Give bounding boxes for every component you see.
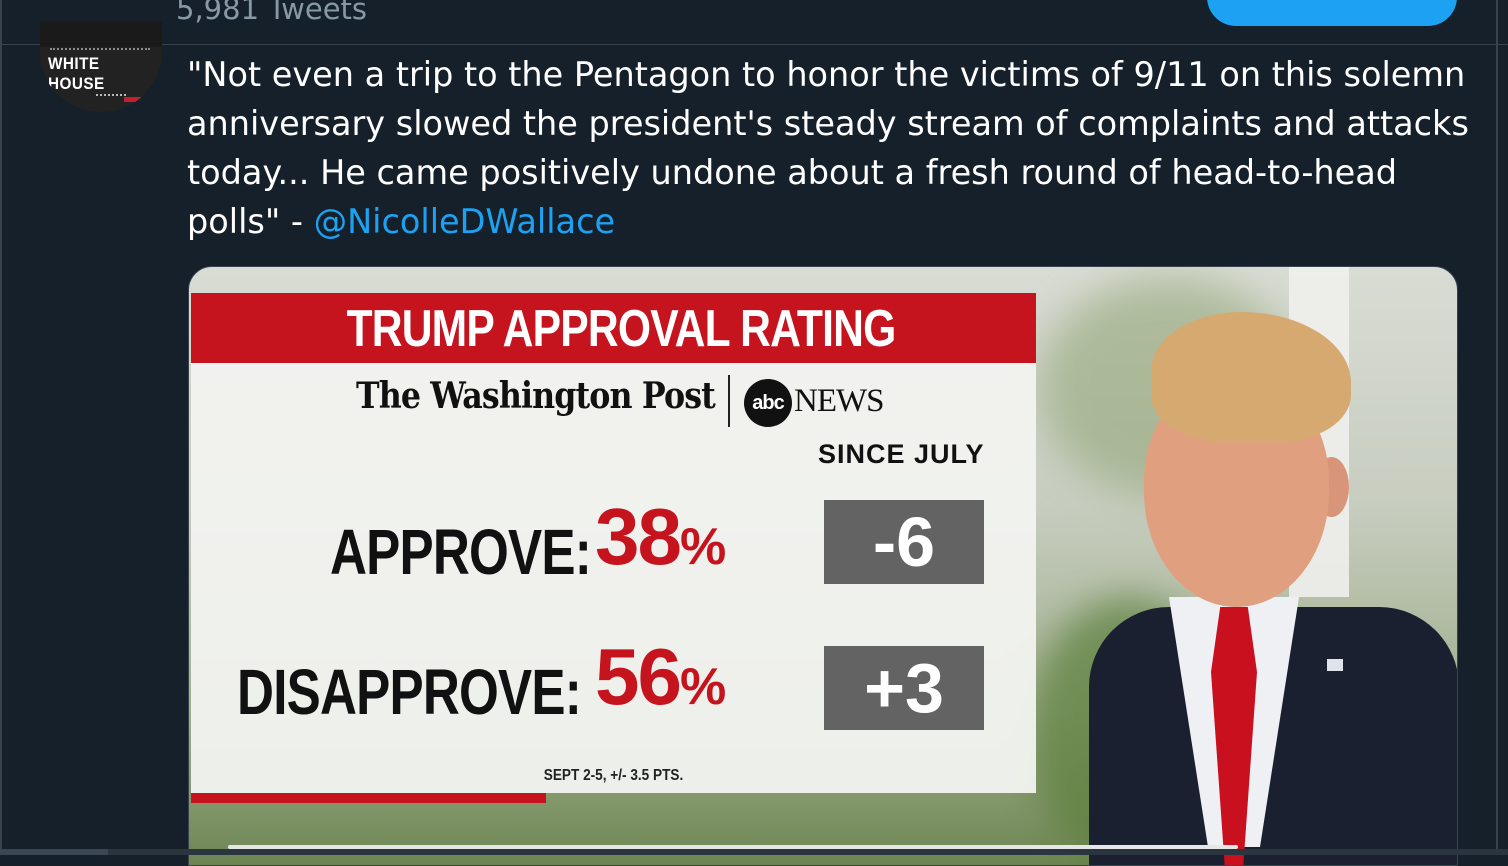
avatar-dots [50,48,150,52]
avatar-red-stripe [124,97,144,102]
tweet-media-image[interactable]: TRUMP APPROVAL RATING The Washington Pos… [188,266,1458,866]
graphic-title: TRUMP APPROVAL RATING [346,300,897,358]
poll-footnote: SEPT 2-5, +/- 3.5 PTS. [543,767,684,784]
avatar[interactable]: WHITE HOUSE [40,22,162,112]
right-border [1496,0,1498,855]
disapprove-value: 56% [595,631,726,723]
hair [1151,312,1351,442]
abc-news-label: NEWS [794,383,884,419]
profile-header: 5,981 Tweets [0,0,1508,45]
tweet-count: 5,981 Tweets [176,0,368,26]
approve-number: 38 [595,492,682,581]
approve-unit: % [679,518,726,576]
mention-link[interactable]: @NicolleDWallace [313,202,616,241]
approve-value: 38% [595,491,726,583]
graphic-header: TRUMP APPROVAL RATING [191,293,1036,363]
video-progress-bar[interactable] [228,845,1238,849]
flag-pin [1327,659,1343,671]
tweet-text: "Not even a trip to the Pentagon to hono… [187,50,1477,246]
left-border [0,0,2,855]
disapprove-number: 56 [595,632,682,721]
tweet-body: "Not even a trip to the Pentagon to hono… [187,55,1469,241]
graphic-red-bar [191,793,546,803]
follow-button[interactable] [1207,0,1457,26]
avatar-label: WHITE HOUSE [48,54,105,93]
abc-logo: abc [744,379,792,427]
disapprove-label: DISAPPROVE: [237,656,582,728]
horizontal-scrollbar[interactable] [0,849,1508,855]
since-label: SINCE JULY [818,439,985,469]
disapprove-unit: % [679,658,726,716]
approve-change-badge: -6 [824,500,984,584]
person-photo [1089,307,1457,865]
logo-divider [728,375,730,427]
avatar-dots-lower [96,94,126,96]
disapprove-change-badge: +3 [824,646,984,730]
scrollbar-thumb[interactable] [0,849,108,855]
washington-post-logo: The Washington Post [356,375,716,417]
approve-label: APPROVE: [329,516,592,588]
approval-graphic: TRUMP APPROVAL RATING The Washington Pos… [191,293,1036,803]
